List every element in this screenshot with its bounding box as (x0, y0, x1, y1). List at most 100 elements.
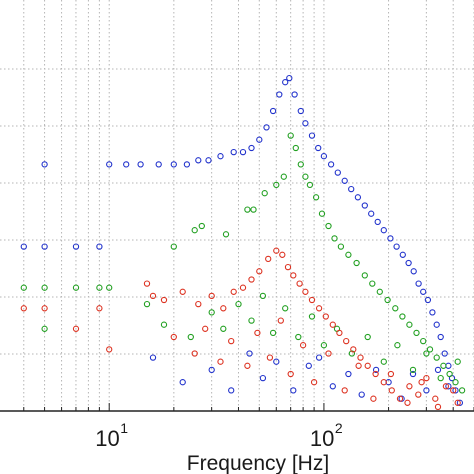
data-point (369, 280, 376, 287)
data-point (290, 387, 297, 394)
data-point (308, 132, 316, 139)
data-point (376, 288, 383, 295)
data-point (432, 395, 439, 402)
x-tick-label-exponent: 1 (120, 420, 128, 436)
data-point (446, 370, 453, 378)
data-point (413, 329, 420, 337)
data-point (246, 350, 253, 357)
data-point (420, 288, 427, 295)
data-point (364, 333, 371, 341)
data-point (454, 358, 461, 365)
data-point (452, 379, 459, 386)
data-point (282, 305, 289, 312)
data-point (254, 329, 261, 337)
data-point (454, 399, 461, 406)
x-tick-label: 10 2 (310, 420, 343, 451)
data-point (72, 325, 80, 332)
data-point (306, 181, 314, 189)
data-point (320, 342, 328, 349)
data-point (372, 370, 379, 378)
data-point (445, 383, 452, 390)
data-points (20, 74, 466, 411)
data-point (273, 181, 280, 189)
data-point (368, 210, 375, 217)
data-point (387, 235, 394, 242)
data-point (149, 292, 157, 300)
data-point (420, 337, 427, 345)
data-point (426, 346, 434, 353)
data-point (325, 222, 332, 230)
data-point (434, 403, 442, 411)
data-point (384, 296, 391, 304)
data-point (329, 321, 336, 328)
data-point (96, 305, 103, 312)
data-point (410, 268, 417, 275)
series-3 (20, 247, 461, 411)
data-point (170, 161, 177, 168)
data-point (244, 206, 251, 213)
data-point (291, 91, 298, 98)
data-point (96, 284, 103, 291)
x-tick-label-base: 10 (310, 426, 334, 451)
data-point (318, 210, 326, 217)
data-point (273, 247, 280, 254)
data-point (308, 313, 316, 320)
data-point (302, 288, 309, 295)
data-point (329, 383, 336, 390)
data-point (195, 157, 202, 164)
data-point (202, 325, 209, 332)
data-point (405, 259, 412, 267)
data-point (452, 387, 459, 394)
data-point (20, 243, 27, 250)
data-point (315, 144, 322, 152)
data-point (220, 305, 227, 312)
data-point (261, 190, 268, 197)
data-point (297, 107, 304, 115)
data-point (41, 305, 48, 312)
data-point (380, 358, 387, 365)
data-point (393, 243, 400, 250)
data-point (208, 292, 215, 300)
data-point (256, 268, 263, 275)
data-point (358, 391, 365, 398)
data-point (72, 243, 80, 250)
data-point (458, 387, 466, 394)
data-point (20, 284, 27, 291)
data-point (160, 296, 168, 304)
data-point (179, 288, 186, 295)
data-point (320, 153, 328, 160)
data-point (345, 251, 352, 258)
data-point (370, 395, 377, 402)
data-point (195, 300, 202, 308)
data-point (208, 366, 215, 374)
data-point (302, 120, 309, 127)
data-point (248, 317, 255, 324)
data-point (106, 346, 113, 353)
x-tick-marks (23, 403, 474, 411)
data-point (287, 370, 294, 378)
data-point (361, 202, 368, 209)
data-point (143, 280, 151, 287)
data-point (337, 243, 345, 250)
data-point (106, 284, 113, 291)
data-point (355, 362, 362, 369)
data-point (434, 366, 442, 374)
data-point (256, 136, 263, 143)
data-point (217, 153, 224, 160)
data-point (279, 251, 286, 258)
data-point (143, 300, 151, 308)
data-point (220, 325, 227, 332)
data-point (187, 333, 194, 341)
data-point (424, 296, 432, 304)
data-point (208, 309, 215, 316)
data-point (348, 350, 356, 357)
data-point (415, 280, 422, 287)
data-point (123, 161, 130, 168)
data-point (239, 148, 247, 156)
data-point (244, 362, 251, 369)
data-point (415, 391, 422, 398)
data-point (442, 383, 450, 390)
data-point (327, 161, 335, 168)
data-point (437, 374, 444, 382)
